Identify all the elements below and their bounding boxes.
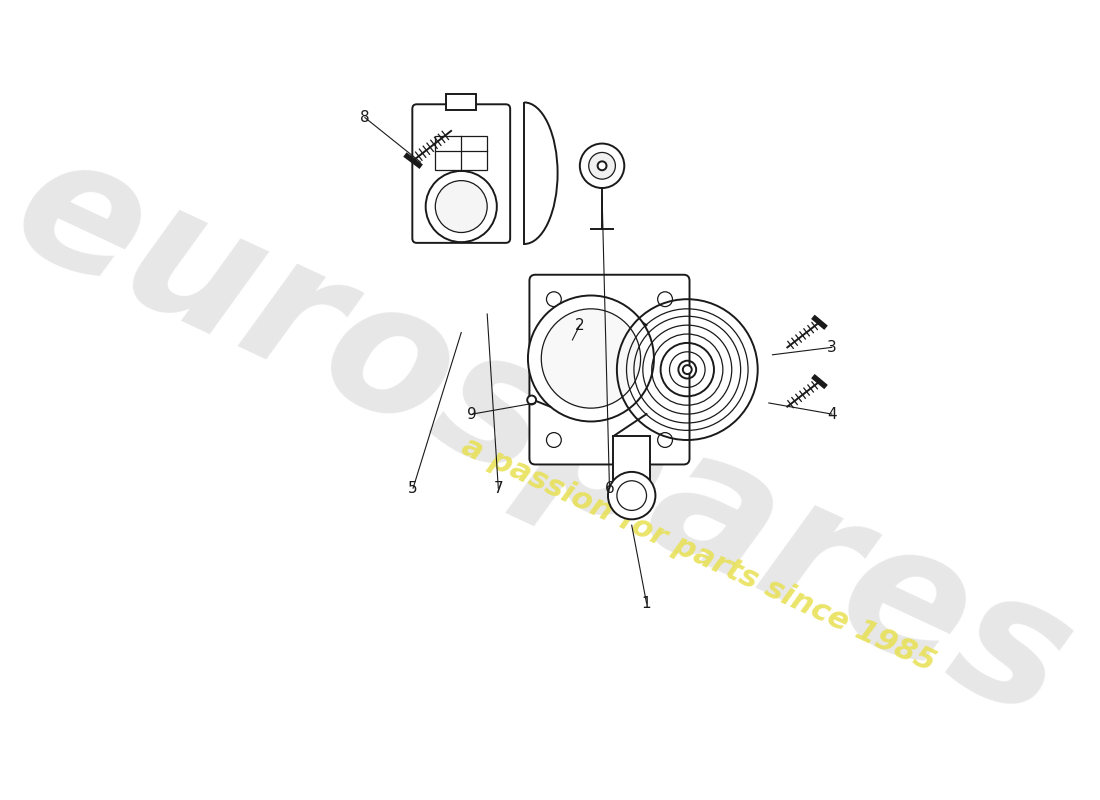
Circle shape [617,481,647,510]
FancyBboxPatch shape [412,104,510,243]
Bar [613,436,650,488]
Circle shape [528,295,653,422]
Bar [447,94,476,110]
Circle shape [426,171,497,242]
Text: 4: 4 [827,406,837,422]
Text: 9: 9 [468,406,477,422]
Text: 8: 8 [360,110,370,125]
Circle shape [436,181,487,233]
Circle shape [597,162,606,170]
Circle shape [541,309,640,408]
Text: 7: 7 [494,481,503,496]
Text: eurospares: eurospares [0,115,1097,757]
Circle shape [547,292,561,306]
Circle shape [608,472,656,519]
Circle shape [580,143,625,188]
Text: a passion for parts since 1985: a passion for parts since 1985 [456,432,939,678]
Circle shape [547,433,561,447]
FancyBboxPatch shape [529,274,690,465]
Text: 5: 5 [408,481,418,496]
Circle shape [658,433,672,447]
Text: 6: 6 [605,481,614,496]
Circle shape [527,395,536,405]
Circle shape [588,153,615,179]
Circle shape [683,365,692,374]
Text: 3: 3 [827,340,837,355]
Text: 1: 1 [641,595,651,610]
Text: 2: 2 [575,318,584,333]
Bar [436,136,487,170]
Circle shape [658,292,672,306]
